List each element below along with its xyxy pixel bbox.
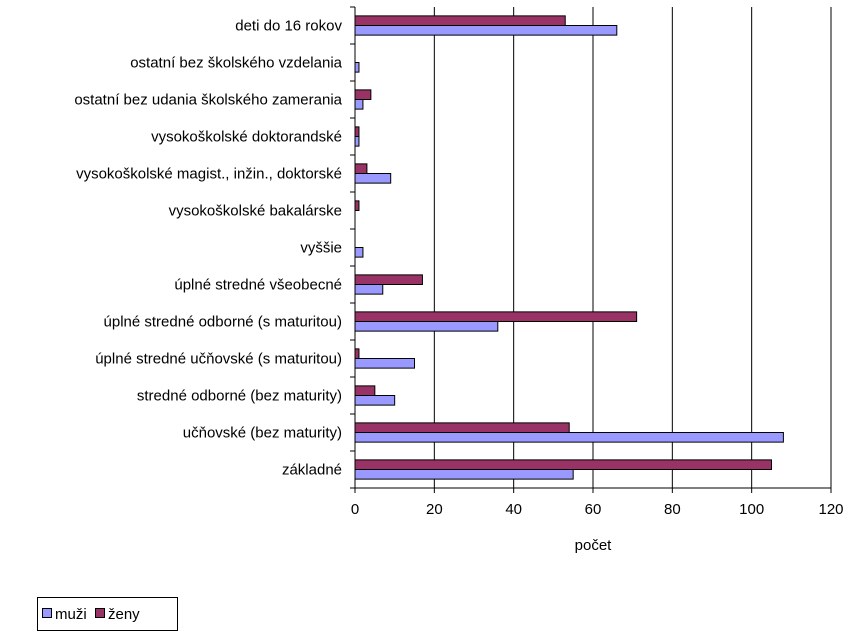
x-tick-label: 120	[818, 501, 843, 518]
bar-muzi	[354, 136, 360, 147]
grid	[433, 7, 832, 488]
category-label: vysokoškolské magist., inžin., doktorské	[76, 166, 342, 183]
bar-muzi	[354, 247, 364, 258]
x-tick-label: 60	[585, 501, 602, 518]
bar-zeny	[354, 311, 638, 323]
legend-label: ženy	[108, 606, 140, 623]
x-tick-labels: 0 20 40 60 80 100 120	[351, 488, 844, 518]
bar-muzi	[354, 25, 618, 36]
x-tick-label: 40	[505, 501, 522, 518]
x-tick-label: 0	[351, 501, 359, 518]
category-label: vyššie	[300, 240, 342, 257]
category-label: vysokoškolské doktorandské	[151, 129, 342, 146]
bar-muzi	[354, 99, 364, 110]
bar-zeny	[354, 422, 570, 434]
legend-swatch	[42, 608, 52, 618]
bar-zeny	[354, 89, 372, 100]
legend-box	[37, 597, 178, 631]
category-label: úplné stredné učňovské (s maturitou)	[95, 351, 342, 368]
bar-muzi	[354, 284, 384, 295]
bar-zeny	[354, 385, 376, 397]
bar-muzi	[354, 358, 415, 369]
category-label: základné	[282, 462, 342, 479]
category-label: učňovské (bez maturity)	[183, 425, 342, 442]
bar-zeny	[354, 126, 360, 137]
category-label: deti do 16 rokov	[235, 18, 342, 35]
bar-zeny	[354, 163, 368, 175]
x-tick-label: 20	[426, 501, 443, 518]
legend: muži ženy	[37, 597, 178, 631]
bar-muzi	[354, 395, 396, 406]
category-label: vysokoškolské bakalárske	[169, 203, 342, 220]
category-label: ostatní bez udania školského zamerania	[74, 92, 342, 109]
bar-zeny	[354, 459, 772, 471]
bar-zeny	[354, 15, 566, 26]
category-label: úplné stredné odborné (s maturitou)	[104, 314, 342, 331]
category-label: úplné stredné všeobecné	[174, 277, 342, 294]
bar-muzi	[354, 62, 360, 73]
bar-muzi	[354, 321, 499, 332]
bar-zeny	[354, 274, 423, 286]
bar-zeny	[354, 348, 360, 360]
bar-muzi	[354, 432, 784, 443]
category-label: stredné odborné (bez maturity)	[137, 388, 342, 405]
category-labels: deti do 16 rokov ostatní bez školského vz…	[74, 6, 355, 489]
x-tick-label: 100	[739, 501, 764, 518]
x-axis-title: počet	[575, 537, 613, 554]
bar-muzi	[354, 469, 574, 480]
bar-muzi	[354, 173, 392, 184]
legend-swatch	[95, 608, 105, 618]
category-label: ostatní bez školského vzdelania	[130, 55, 342, 72]
bar-zeny	[354, 200, 360, 212]
x-tick-label: 80	[664, 501, 681, 518]
legend-label: muži	[55, 606, 87, 623]
